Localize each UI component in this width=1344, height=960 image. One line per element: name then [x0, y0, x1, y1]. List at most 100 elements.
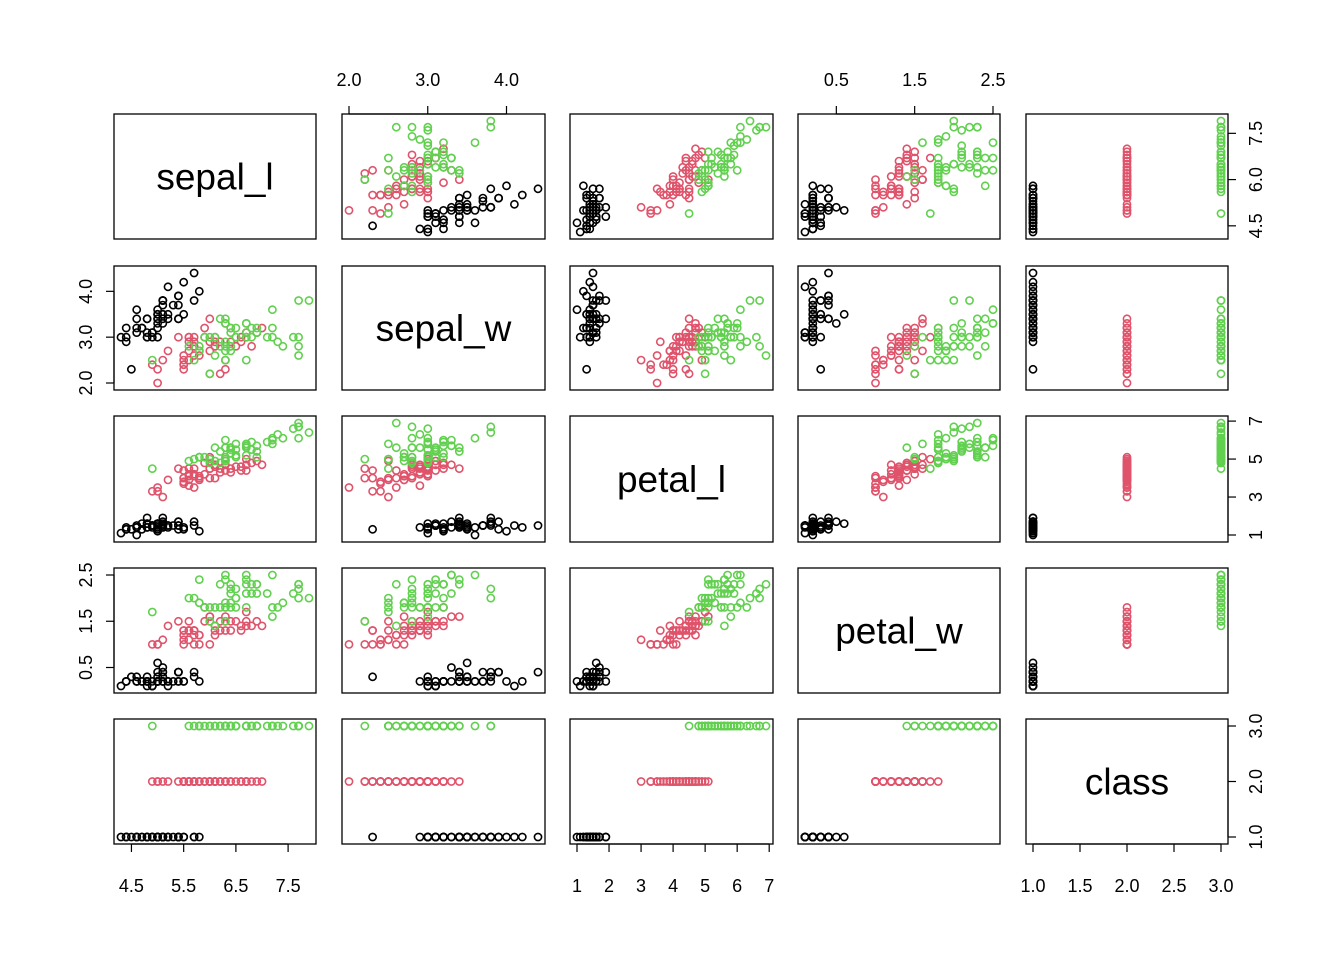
data-point [439, 677, 448, 686]
panel-frame [797, 415, 1001, 543]
data-point [220, 616, 230, 626]
data-point [965, 296, 974, 305]
data-point [517, 190, 527, 200]
tick-label: 3.0 [415, 70, 440, 90]
data-point [391, 721, 401, 731]
data-point [972, 314, 982, 324]
data-point [415, 626, 425, 635]
data-point [462, 832, 472, 842]
data-point [894, 481, 904, 490]
data-point [703, 721, 713, 731]
data-point [988, 153, 998, 163]
data-point [949, 187, 959, 197]
data-point [179, 364, 189, 374]
data-point [816, 184, 826, 194]
data-point [878, 187, 888, 197]
data-point [1028, 314, 1038, 324]
data-point [585, 212, 595, 221]
data-point [210, 626, 220, 635]
data-point [652, 351, 662, 360]
data-point [189, 667, 199, 677]
data-point [462, 524, 472, 534]
data-point [126, 524, 136, 534]
data-point [965, 341, 974, 351]
data-point [646, 205, 656, 215]
data-point [200, 323, 209, 333]
data-point [407, 626, 417, 635]
data-point [1122, 184, 1132, 194]
data-point [132, 328, 142, 337]
data-point [918, 175, 927, 184]
panel-sepal_l-vs-class [1025, 113, 1229, 240]
data-point [1028, 332, 1038, 342]
data-point [824, 832, 833, 842]
data-point [415, 481, 425, 490]
data-point [668, 626, 678, 635]
data-point [965, 122, 974, 132]
data-point [925, 332, 935, 342]
data-point [894, 346, 904, 356]
data-point [1028, 667, 1038, 677]
panel-frame [569, 265, 774, 391]
panel-frame [1025, 265, 1229, 391]
data-point [761, 579, 771, 589]
data-point [220, 314, 230, 324]
data-point [703, 616, 713, 626]
bottom-axis-sepal_l: 4.5 5.5 6.5 7.5 [119, 843, 301, 896]
data-point [454, 168, 464, 178]
data-point [210, 473, 220, 483]
data-point [988, 721, 998, 731]
tick-label: 2.0 [76, 370, 96, 395]
data-point [399, 475, 409, 485]
data-point [1216, 172, 1226, 181]
data-point [933, 439, 943, 449]
data-point [360, 640, 370, 649]
data-point [720, 162, 729, 172]
data-point [716, 603, 726, 612]
data-point [1122, 635, 1132, 645]
data-point [184, 346, 194, 356]
data-point [486, 721, 496, 731]
data-point [231, 593, 241, 603]
data-point [215, 447, 225, 456]
data-point [697, 341, 707, 351]
data-point [153, 323, 162, 333]
data-point [454, 202, 464, 212]
data-point [755, 584, 764, 594]
data-point [1028, 318, 1038, 328]
data-point [816, 364, 826, 374]
data-point [241, 575, 251, 584]
data-point [423, 156, 433, 166]
data-point [1122, 144, 1132, 154]
data-point [595, 184, 604, 194]
data-point [918, 777, 927, 786]
data-point [713, 589, 723, 598]
data-point [391, 640, 401, 649]
data-point [582, 832, 591, 842]
data-point [871, 190, 880, 200]
data-point [391, 777, 401, 786]
data-point [665, 777, 675, 786]
data-point [431, 777, 440, 786]
data-point [742, 603, 752, 612]
data-point [1028, 282, 1038, 292]
data-point [902, 351, 912, 360]
data-point [294, 593, 303, 603]
data-point [304, 428, 314, 437]
data-point [894, 184, 904, 194]
data-point [1122, 616, 1132, 626]
data-point [179, 626, 189, 635]
data-point [925, 355, 935, 365]
data-point [294, 433, 303, 443]
data-point [439, 144, 448, 154]
data-point [1028, 681, 1038, 691]
data-point [194, 832, 204, 842]
data-point [267, 439, 277, 449]
tick-label: 4.0 [494, 70, 519, 90]
data-point [902, 777, 912, 786]
data-point [910, 187, 920, 197]
data-point [391, 122, 401, 132]
data-point [1028, 296, 1038, 305]
data-point [439, 178, 448, 188]
panel-frame [797, 718, 1001, 845]
